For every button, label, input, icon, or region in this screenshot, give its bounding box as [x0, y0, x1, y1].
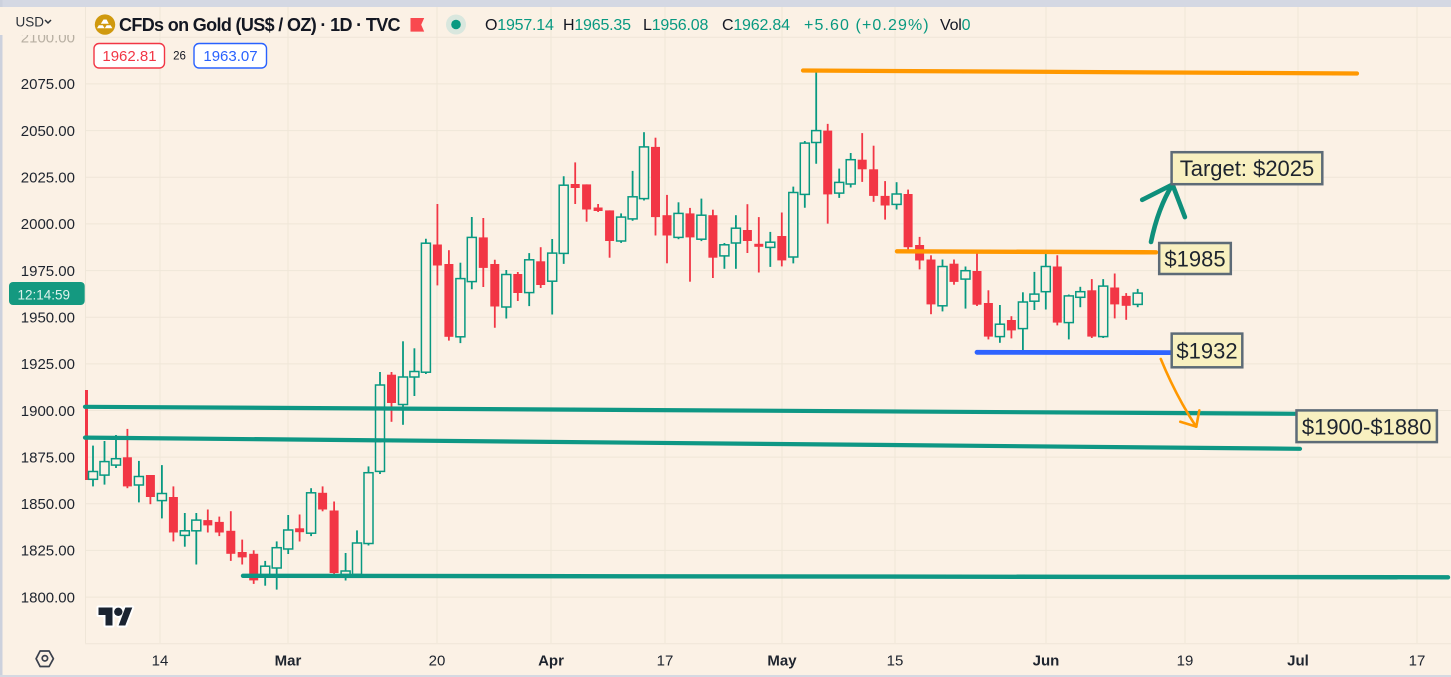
- svg-text:17: 17: [657, 653, 674, 670]
- svg-text:1900.00: 1900.00: [21, 403, 75, 420]
- svg-text:$1985: $1985: [1164, 247, 1225, 272]
- svg-text:20: 20: [429, 653, 446, 670]
- svg-text:1962.81: 1962.81: [102, 48, 156, 65]
- svg-text:$1900-$1880: $1900-$1880: [1302, 414, 1432, 439]
- svg-text:1875.00: 1875.00: [21, 449, 75, 466]
- svg-text:C1962.84: C1962.84: [722, 17, 790, 34]
- svg-text:1850.00: 1850.00: [21, 496, 75, 513]
- svg-text:1950.00: 1950.00: [21, 310, 75, 327]
- svg-text:Jul: Jul: [1287, 653, 1309, 670]
- svg-text:USD: USD: [16, 15, 45, 30]
- svg-text:1825.00: 1825.00: [21, 543, 75, 560]
- svg-text:12:14:59: 12:14:59: [18, 288, 71, 303]
- svg-text:1800.00: 1800.00: [21, 589, 75, 606]
- svg-text:CFDs on Gold (US$ / OZ) · 1D ·: CFDs on Gold (US$ / OZ) · 1D · TVC: [119, 15, 401, 35]
- svg-text:Vol0: Vol0: [940, 17, 971, 34]
- svg-text:1963.07: 1963.07: [203, 48, 257, 65]
- svg-text:1925.00: 1925.00: [21, 356, 75, 373]
- svg-text:L1956.08: L1956.08: [643, 17, 708, 34]
- svg-text:19: 19: [1177, 653, 1194, 670]
- svg-text:2075.00: 2075.00: [21, 76, 75, 93]
- svg-text:2025.00: 2025.00: [21, 170, 75, 187]
- svg-text:H1965.35: H1965.35: [563, 17, 631, 34]
- svg-text:2050.00: 2050.00: [21, 123, 75, 140]
- svg-text:May: May: [767, 653, 797, 670]
- svg-text:$1932: $1932: [1176, 339, 1237, 364]
- svg-text:+5.60 (+0.29%): +5.60 (+0.29%): [804, 17, 930, 34]
- svg-text:2000.00: 2000.00: [21, 216, 75, 233]
- svg-text:17: 17: [1409, 653, 1426, 670]
- svg-text:Jun: Jun: [1033, 653, 1060, 670]
- svg-text:14: 14: [152, 653, 169, 670]
- svg-text:Target: $2025: Target: $2025: [1180, 156, 1315, 181]
- svg-text:26: 26: [173, 51, 186, 63]
- svg-text:O1957.14: O1957.14: [485, 17, 554, 34]
- svg-text:15: 15: [887, 653, 904, 670]
- svg-text:Apr: Apr: [538, 653, 564, 670]
- svg-text:Mar: Mar: [275, 653, 302, 670]
- svg-text:1975.00: 1975.00: [21, 263, 75, 280]
